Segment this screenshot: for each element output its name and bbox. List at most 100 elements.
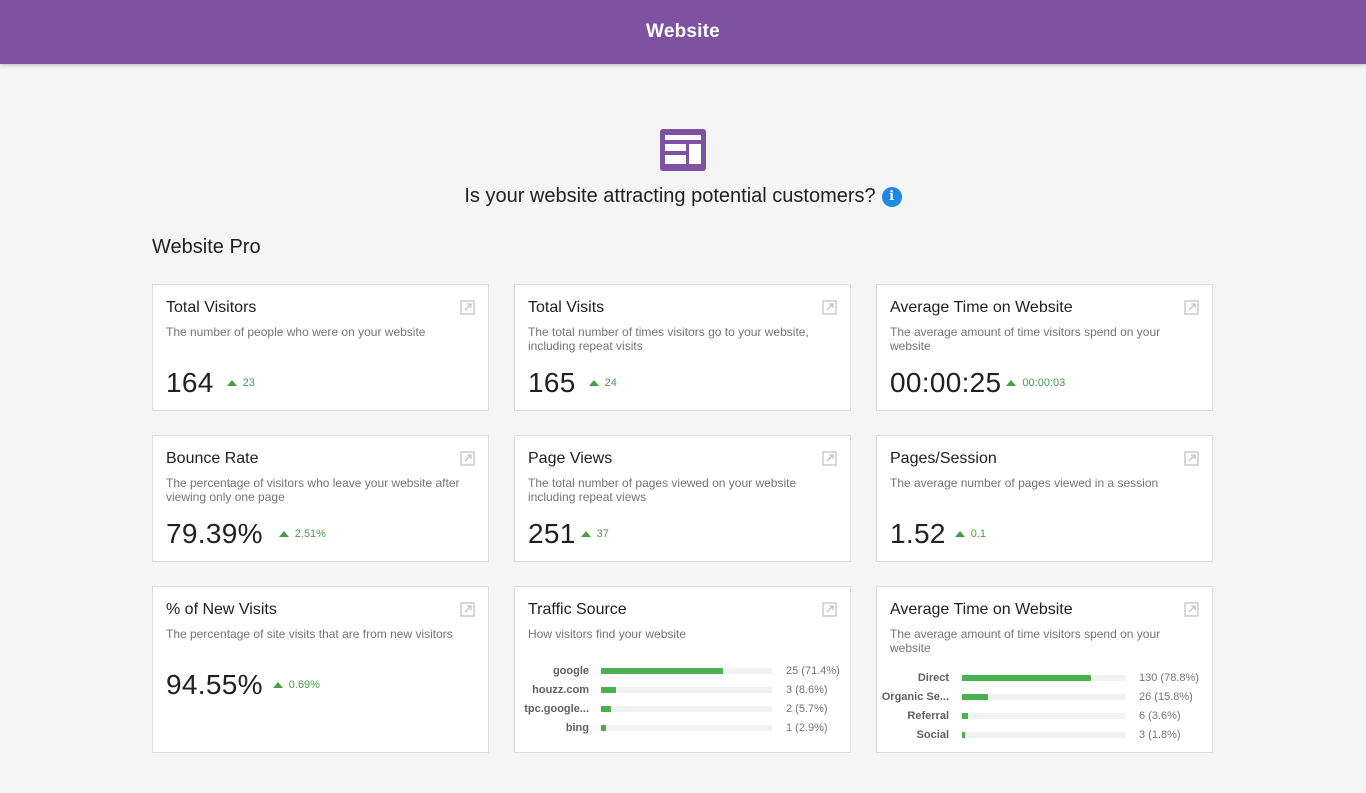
bar-label: Direct xyxy=(917,672,949,684)
bar-label: houzz.com xyxy=(532,684,589,696)
delta-value: 37 xyxy=(596,528,609,540)
card-description: The total number of times visitors go to… xyxy=(528,325,809,353)
card-bounce-rate: Bounce Rate The percentage of visitors w… xyxy=(152,435,489,562)
bar-row: bing 1 (2.9%) xyxy=(515,720,852,739)
bar-fill xyxy=(962,694,988,700)
bar-value: 1 (2.9%) xyxy=(786,722,828,734)
bar-fill xyxy=(601,706,611,712)
open-external-icon[interactable] xyxy=(822,451,837,466)
card-description: The percentage of site visits that are f… xyxy=(166,627,453,641)
card-total-visitors: Total Visitors The number of people who … xyxy=(152,284,489,411)
open-external-icon[interactable] xyxy=(822,602,837,617)
section-title: Website Pro xyxy=(152,236,261,258)
delta-value: 24 xyxy=(604,377,617,389)
bar-row: tpc.google... 2 (5.7%) xyxy=(515,701,852,720)
bar-row: google 25 (71.4%) xyxy=(515,663,852,682)
bar-label: Referral xyxy=(907,710,949,722)
metric-value: 165 xyxy=(528,367,576,398)
website-icon xyxy=(660,129,706,171)
metric-delta: 37 xyxy=(580,528,609,540)
card-channel-breakdown: Average Time on Website The average amou… xyxy=(876,586,1213,753)
bar-value: 6 (3.6%) xyxy=(1139,710,1181,722)
bar-track xyxy=(962,675,1126,681)
metric-delta: 23 xyxy=(226,377,255,389)
info-icon[interactable]: i xyxy=(881,186,902,207)
bar-row: Social 3 (1.8%) xyxy=(877,727,1214,746)
bar-fill xyxy=(601,725,606,731)
bar-row: houzz.com 3 (8.6%) xyxy=(515,682,852,701)
metric: 94.55% 0.69% xyxy=(166,669,320,701)
up-arrow-icon xyxy=(1006,380,1017,386)
up-arrow-icon xyxy=(278,531,289,537)
metric: 164 23 xyxy=(166,367,255,399)
bar-value: 3 (1.8%) xyxy=(1139,729,1181,741)
up-arrow-icon xyxy=(226,380,237,386)
open-external-icon[interactable] xyxy=(460,602,475,617)
hero-question: Is your website attracting potential cus… xyxy=(0,185,1366,208)
card-description: The total number of pages viewed on your… xyxy=(528,476,797,504)
channel-bars: Direct 130 (78.8%) Organic Se... 26 (15.… xyxy=(877,670,1214,746)
card-total-visits: Total Visits The total number of times v… xyxy=(514,284,851,411)
card-description: The average number of pages viewed in a … xyxy=(890,476,1159,490)
open-external-icon[interactable] xyxy=(460,300,475,315)
hero-question-text: Is your website attracting potential cus… xyxy=(464,185,876,208)
card-title: Average Time on Website xyxy=(890,299,1073,316)
card-description: The percentage of visitors who leave you… xyxy=(166,476,460,504)
bar-track xyxy=(601,706,772,712)
bar-value: 3 (8.6%) xyxy=(786,684,828,696)
metric: 00:00:25 00:00:03 xyxy=(890,367,1065,399)
open-external-icon[interactable] xyxy=(822,300,837,315)
card-description: The number of people who were on your we… xyxy=(166,325,426,339)
bar-row: Organic Se... 26 (15.8%) xyxy=(877,689,1214,708)
card-title: Total Visitors xyxy=(166,299,257,316)
metric: 1.52 0.1 xyxy=(890,518,986,550)
bar-fill xyxy=(601,668,724,674)
metric-value: 94.55% xyxy=(166,669,263,700)
delta-value: 2.51% xyxy=(294,528,326,540)
bar-track xyxy=(962,694,1126,700)
card-pages-session: Pages/Session The average number of page… xyxy=(876,435,1213,562)
card-page-views: Page Views The total number of pages vie… xyxy=(514,435,851,562)
metric-value: 251 xyxy=(528,518,576,549)
bar-label: google xyxy=(552,665,589,677)
metric-delta: 0.1 xyxy=(954,528,986,540)
metric: 79.39% 2.51% xyxy=(166,518,326,550)
card-title: Page Views xyxy=(528,450,613,467)
metric-delta: 24 xyxy=(588,377,617,389)
metric-value: 79.39% xyxy=(166,518,263,549)
delta-value: 00:00:03 xyxy=(1022,377,1066,389)
open-external-icon[interactable] xyxy=(1184,451,1199,466)
up-arrow-icon xyxy=(588,380,599,386)
open-external-icon[interactable] xyxy=(1184,602,1199,617)
card-title: Traffic Source xyxy=(528,601,627,618)
metric-value: 164 xyxy=(166,367,214,398)
page-title: Website xyxy=(646,21,720,42)
open-external-icon[interactable] xyxy=(1184,300,1199,315)
card-description: The average amount of time visitors spen… xyxy=(890,627,1161,655)
bar-label: bing xyxy=(565,722,589,734)
traffic-source-bars: google 25 (71.4%) houzz.com 3 (8.6%) tpc… xyxy=(515,663,852,739)
bar-value: 25 (71.4%) xyxy=(786,665,840,677)
bar-label: tpc.google... xyxy=(524,703,589,715)
metric-delta: 0.69% xyxy=(272,679,320,691)
metric: 165 24 xyxy=(528,367,617,399)
card-traffic-source: Traffic Source How visitors find your we… xyxy=(514,586,851,753)
bar-fill xyxy=(601,687,616,693)
card-title: Pages/Session xyxy=(890,450,997,467)
bar-fill xyxy=(962,675,1092,681)
bar-label: Social xyxy=(916,729,949,741)
bar-track xyxy=(601,725,772,731)
card-description: The average amount of time visitors spen… xyxy=(890,325,1161,353)
bar-track xyxy=(962,732,1126,738)
metric-value: 00:00:25 xyxy=(890,367,1002,398)
bar-track xyxy=(962,713,1126,719)
metric-delta: 2.51% xyxy=(278,528,326,540)
card-title: Bounce Rate xyxy=(166,450,259,467)
delta-value: 0.1 xyxy=(970,528,986,540)
card-new-visits: % of New Visits The percentage of site v… xyxy=(152,586,489,753)
bar-fill xyxy=(962,713,968,719)
metric-delta: 00:00:03 xyxy=(1006,377,1065,389)
app-header: Website xyxy=(0,0,1366,64)
open-external-icon[interactable] xyxy=(460,451,475,466)
up-arrow-icon xyxy=(580,531,591,537)
